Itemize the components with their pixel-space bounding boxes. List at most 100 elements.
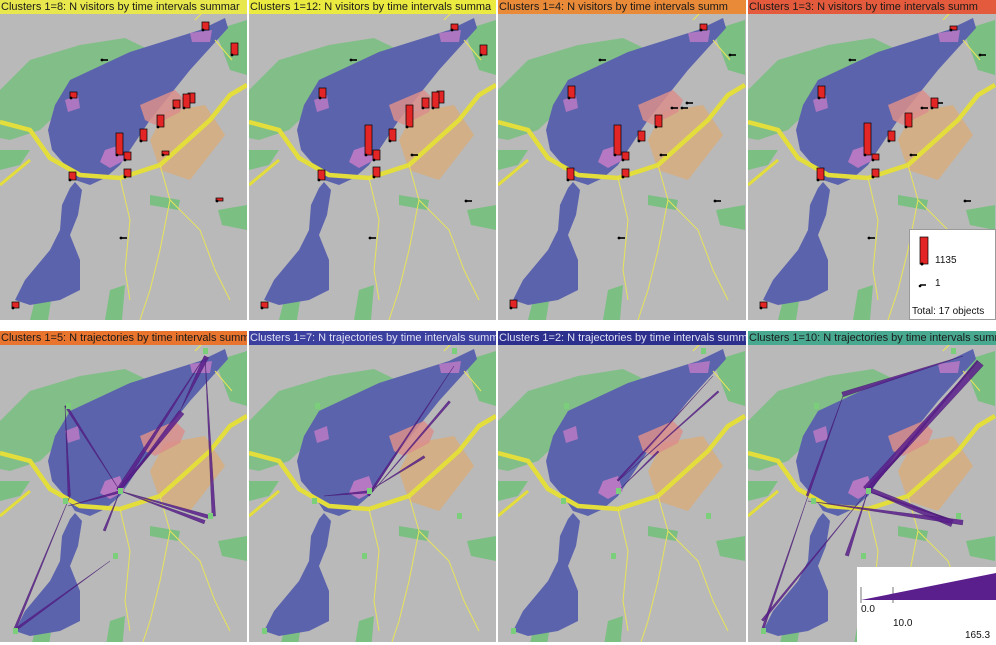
flow-arrow[interactable]	[841, 355, 964, 398]
visitor-site-dot	[817, 96, 821, 100]
visitor-site-dot	[670, 106, 674, 110]
visitor-site-dot	[567, 96, 571, 100]
map-panel-trajectories-cluster-7[interactable]: Clusters 1=7: N trajectories by time int…	[249, 331, 496, 642]
flow-arrow[interactable]	[368, 455, 426, 492]
visitor-bar[interactable]	[172, 99, 181, 109]
legend-max-label: 1135	[935, 255, 957, 266]
flow-arrow[interactable]	[119, 490, 206, 525]
park-area	[853, 285, 873, 320]
map-panel-visitors-cluster-8[interactable]: Clusters 1=8: N visitors by time interva…	[0, 0, 247, 320]
visitor-bar[interactable]	[621, 151, 630, 161]
visitor-bar[interactable]	[930, 97, 939, 109]
visitor-bar[interactable]	[613, 124, 622, 156]
visitor-bar[interactable]	[372, 166, 381, 178]
visitor-bar[interactable]	[567, 85, 576, 99]
visitor-bar[interactable]	[405, 104, 414, 128]
visitor-bar[interactable]	[115, 132, 124, 156]
visitor-bar[interactable]	[949, 25, 958, 31]
visitor-bar[interactable]	[759, 301, 768, 309]
visitor-bars	[759, 25, 986, 310]
visitor-bar[interactable]	[68, 171, 77, 181]
visitor-bar[interactable]	[230, 42, 239, 56]
visitor-bar[interactable]	[388, 128, 397, 142]
map-canvas[interactable]	[249, 0, 496, 320]
visitor-bar[interactable]	[201, 21, 210, 31]
visitor-bar[interactable]	[215, 197, 224, 202]
visitor-site-dot	[949, 28, 953, 32]
visitor-site-dot	[479, 53, 483, 57]
map-panel-visitors-cluster-12[interactable]: Clusters 1=12: N visitors by time interv…	[249, 0, 496, 320]
panel-title: Clusters 1=10: N trajectories by time in…	[748, 331, 996, 345]
visitor-site-dot	[617, 236, 621, 240]
visitor-bar[interactable]	[11, 301, 20, 309]
visitor-bar[interactable]	[817, 85, 826, 99]
map-canvas[interactable]	[0, 0, 247, 320]
visitor-bar[interactable]	[260, 301, 269, 309]
map-canvas[interactable]	[249, 331, 496, 642]
flow-arrow[interactable]	[844, 490, 869, 557]
flow-arrow[interactable]	[64, 405, 71, 497]
visitor-bar[interactable]	[699, 23, 708, 31]
flow-arrow[interactable]	[617, 450, 660, 492]
building-area	[314, 426, 329, 443]
visitor-bar[interactable]	[509, 299, 518, 309]
visitor-bar[interactable]	[372, 149, 381, 161]
flow-arrow[interactable]	[617, 390, 720, 482]
map-panel-trajectories-cluster-5[interactable]: Clusters 1=5: N trajectories by time int…	[0, 331, 247, 642]
visitor-bar[interactable]	[566, 167, 575, 181]
visitor-bar[interactable]	[871, 153, 880, 161]
visitor-bar[interactable]	[421, 97, 430, 109]
flow-arrow[interactable]	[368, 400, 451, 497]
flow-arrow[interactable]	[616, 375, 714, 482]
footpath	[962, 39, 981, 61]
park-area	[106, 616, 125, 642]
panel-title: Clusters 1=2: N trajectories by time int…	[498, 331, 746, 345]
visitor-bar[interactable]	[364, 124, 373, 156]
map-panel-visitors-cluster-4[interactable]: Clusters 1=4: N visitors by time interva…	[498, 0, 746, 320]
flow-arrow[interactable]	[367, 365, 455, 497]
visitor-bar[interactable]	[654, 114, 663, 128]
visitor-bar[interactable]	[123, 151, 132, 161]
visitor-bar[interactable]	[139, 128, 148, 142]
visitor-site-dot	[182, 106, 186, 110]
visitor-bar[interactable]	[863, 122, 872, 156]
map-canvas[interactable]	[498, 331, 746, 642]
map-canvas[interactable]	[748, 0, 996, 320]
map-canvas[interactable]	[0, 331, 247, 642]
trajectory-node	[866, 488, 871, 494]
visitor-bar[interactable]	[156, 114, 165, 128]
visitor-bar[interactable]	[871, 168, 880, 178]
flow-arrow[interactable]	[64, 404, 121, 492]
visitor-bar[interactable]	[904, 112, 913, 128]
visitor-bar[interactable]	[161, 150, 170, 156]
visitor-bar[interactable]	[621, 168, 630, 178]
visitor-bar[interactable]	[887, 130, 896, 142]
map-canvas[interactable]	[498, 0, 746, 320]
map-panel-trajectories-cluster-2[interactable]: Clusters 1=2: N trajectories by time int…	[498, 331, 746, 642]
visitor-site-dot	[759, 306, 763, 310]
flow-arrow[interactable]	[761, 490, 869, 622]
visitor-bar[interactable]	[431, 91, 440, 109]
flow-arrow[interactable]	[807, 500, 964, 526]
flow-arrow[interactable]	[102, 490, 121, 532]
visitor-bar[interactable]	[318, 87, 327, 99]
visitor-site-dot	[598, 58, 602, 62]
flow-arrow[interactable]	[204, 355, 216, 517]
map-canvas[interactable]	[748, 331, 996, 642]
visitor-bar[interactable]	[182, 93, 191, 109]
visitor-site-dot	[421, 106, 425, 110]
visitor-bar[interactable]	[317, 169, 326, 181]
flow-arrow[interactable]	[179, 355, 209, 412]
visitor-bar[interactable]	[479, 44, 488, 56]
trajectory-node	[611, 553, 616, 559]
park-area	[748, 481, 778, 501]
visitor-bar[interactable]	[637, 130, 646, 142]
visitor-bar[interactable]	[816, 167, 825, 181]
park-area	[215, 351, 247, 406]
visitor-bar[interactable]	[69, 91, 78, 99]
park-area	[399, 526, 429, 541]
map-panel-trajectories-cluster-10[interactable]: Clusters 1=10: N trajectories by time in…	[748, 331, 996, 642]
visitor-bar[interactable]	[123, 168, 132, 178]
visitor-bar[interactable]	[450, 23, 459, 31]
flow-arrow[interactable]	[805, 395, 844, 497]
